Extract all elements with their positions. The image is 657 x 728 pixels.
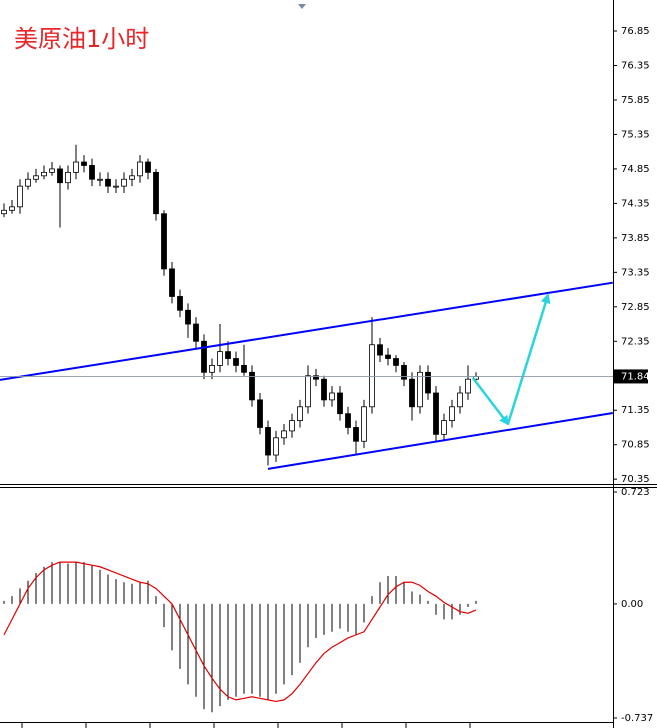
candle-body — [1, 209, 7, 215]
candle-body — [321, 378, 327, 401]
candle-body — [97, 178, 103, 181]
candle-body — [145, 161, 151, 173]
candle-body — [289, 420, 295, 432]
candle-body — [345, 413, 351, 428]
candle-body — [409, 378, 415, 408]
candle-body — [305, 375, 311, 408]
candle-body — [25, 178, 31, 187]
candle-body — [313, 375, 319, 380]
y-tick-label: 0.723 — [621, 487, 650, 498]
candle-body — [65, 171, 71, 184]
candle-body — [273, 437, 279, 456]
y-tick-label: 76.85 — [621, 26, 650, 37]
candle-body — [81, 161, 87, 166]
shift-marker — [298, 4, 306, 9]
y-tick-label: 70.35 — [621, 474, 650, 485]
candle-body — [265, 427, 271, 456]
candle-body — [417, 371, 423, 408]
candle-body — [113, 185, 119, 188]
candle-body — [257, 399, 263, 428]
y-tick-label: 73.35 — [621, 267, 650, 278]
candle-body — [73, 161, 79, 173]
candle-body — [169, 268, 175, 297]
candle-body — [241, 365, 247, 373]
candle-body — [193, 323, 199, 342]
y-tick-label: 76.35 — [621, 60, 650, 71]
candle-body — [33, 175, 39, 180]
candle-body — [9, 206, 15, 211]
candle-body — [369, 344, 375, 408]
candle-body — [209, 365, 215, 373]
candle-body — [217, 351, 223, 366]
candle-body — [57, 168, 63, 184]
time-ticks — [21, 722, 471, 728]
candle-body — [41, 171, 47, 177]
candle-body — [153, 171, 159, 215]
candle-body — [89, 165, 95, 180]
candle-body — [297, 406, 303, 421]
candle-body — [385, 354, 391, 359]
y-tick-label: 70.85 — [621, 440, 650, 451]
candle-body — [377, 344, 383, 356]
trend-line — [267, 411, 613, 470]
candle-body — [129, 175, 135, 180]
candle-body — [433, 392, 439, 435]
chart-title: 美原油1小时 — [14, 25, 149, 53]
y-tick-label: -0.737 — [621, 713, 653, 724]
candle-body — [161, 213, 167, 270]
candle-body — [49, 168, 55, 173]
candle-body — [201, 340, 207, 373]
candle-body — [225, 351, 231, 359]
y-tick-label: 72.85 — [621, 302, 650, 313]
y-tick-label: 71.35 — [621, 405, 650, 416]
last-price-box — [614, 369, 648, 384]
y-tick-label: 75.35 — [621, 129, 650, 140]
candle-body — [249, 371, 255, 401]
candle-body — [233, 358, 239, 366]
candle-body — [441, 420, 447, 435]
y-tick-label: 74.85 — [621, 164, 650, 175]
candle-body — [185, 309, 191, 325]
candle-body — [121, 178, 127, 187]
candle-body — [137, 161, 143, 177]
last-price-label: 71.84 — [621, 371, 650, 382]
candle-body — [329, 392, 335, 401]
candle-body — [105, 178, 111, 187]
candle-body — [361, 406, 367, 442]
y-tick-label: 73.85 — [621, 233, 650, 244]
y-tick-label: 75.85 — [621, 95, 650, 106]
candle-body — [393, 358, 399, 366]
candle-body — [401, 365, 407, 380]
candle-body — [337, 392, 343, 415]
candle-body — [281, 430, 287, 439]
trend-line — [0, 281, 613, 381]
candle-body — [465, 378, 471, 394]
candle-body — [17, 185, 23, 208]
forecast-arrow — [506, 293, 551, 425]
candle-body — [425, 371, 431, 394]
candle-body — [457, 392, 463, 408]
signal-line — [3, 561, 477, 703]
candle-body — [177, 296, 183, 311]
candle-body — [449, 406, 455, 421]
forecast-arrow — [471, 377, 510, 426]
candle-body — [353, 427, 359, 442]
y-tick-label: 74.35 — [621, 198, 650, 209]
y-tick-label: 72.35 — [621, 336, 650, 347]
y-tick-label: 0.00 — [621, 599, 643, 610]
